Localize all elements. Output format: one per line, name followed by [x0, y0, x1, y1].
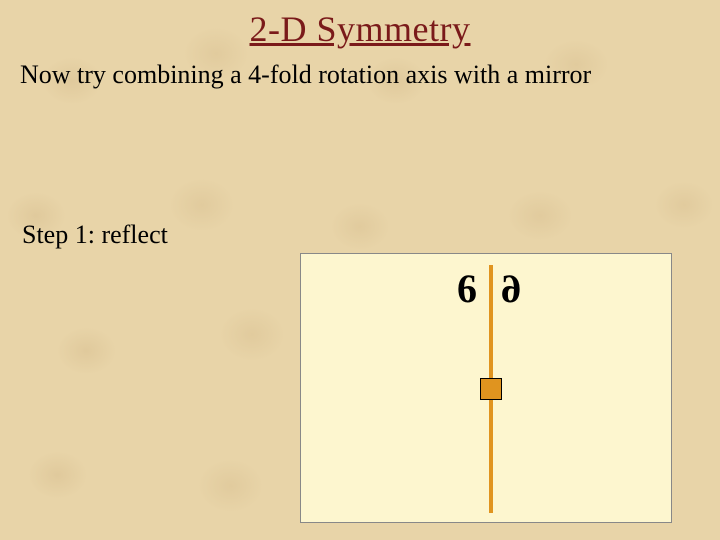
subtitle-text: Now try combining a 4-fold rotation axis… — [20, 60, 591, 90]
step-label: Step 1: reflect — [22, 220, 168, 250]
motif-right: 6 — [501, 269, 521, 309]
center-square-icon — [480, 378, 502, 400]
page-title: 2-D Symmetry — [0, 8, 720, 50]
motif-left: 6 — [457, 269, 477, 309]
diagram-panel: 6 6 — [300, 253, 672, 523]
